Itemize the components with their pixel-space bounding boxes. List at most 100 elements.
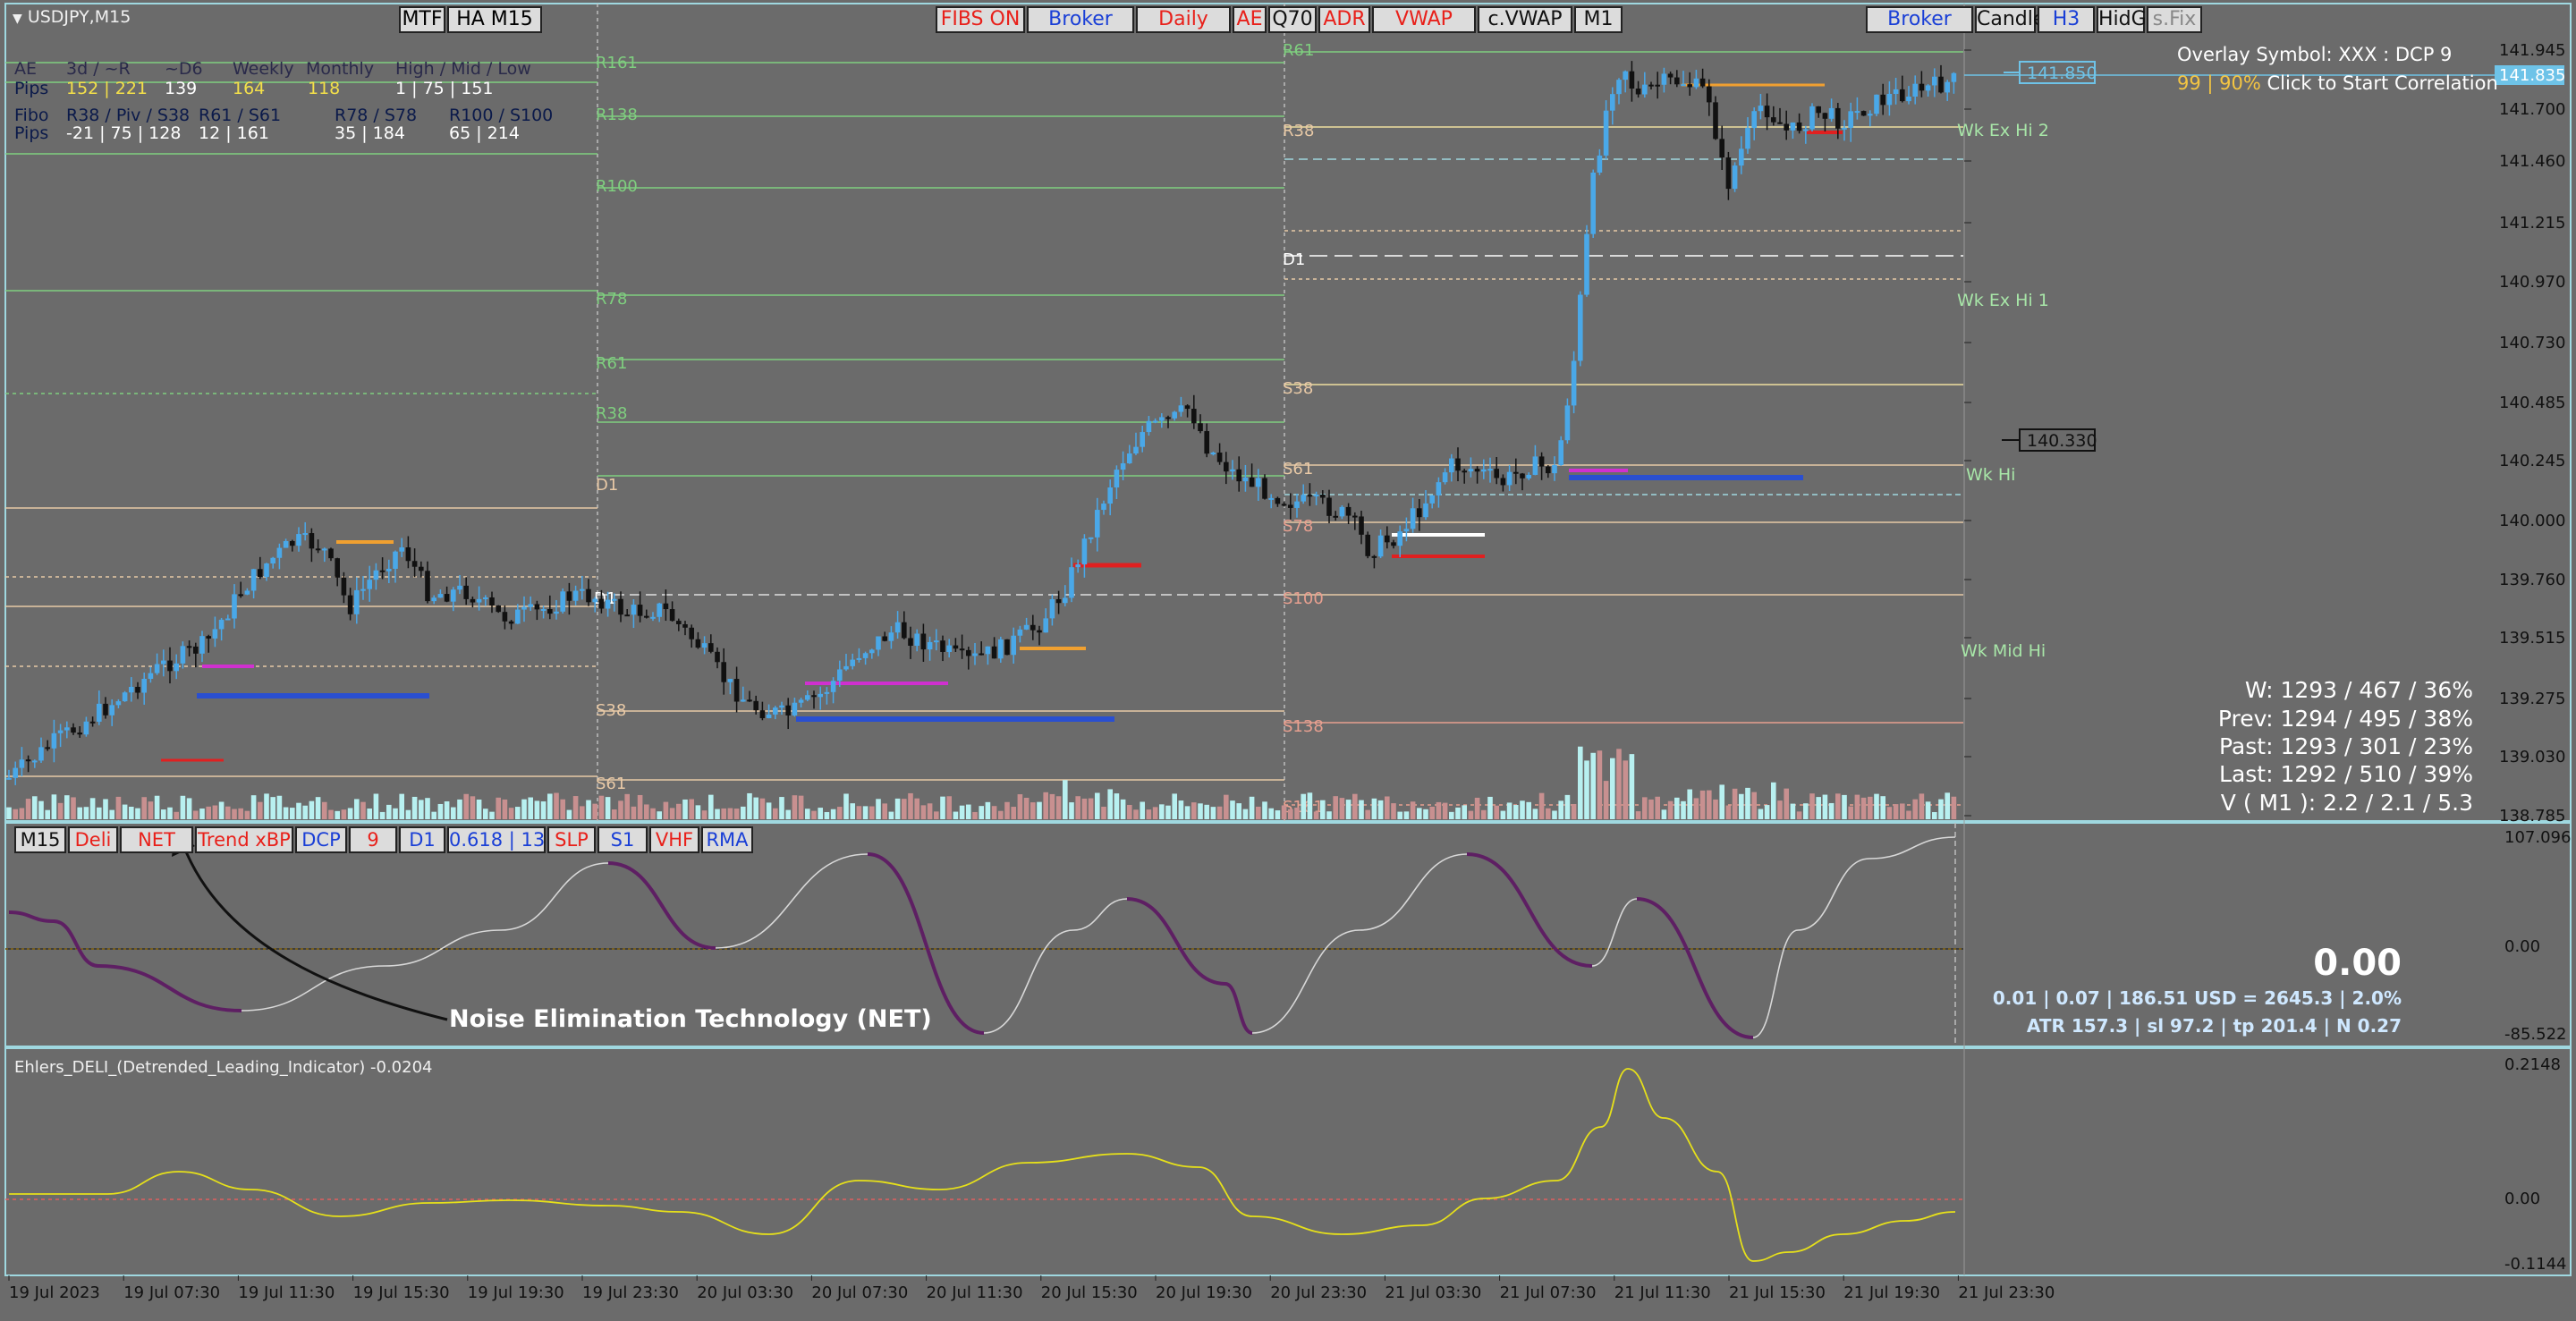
candle-body [1442, 472, 1448, 483]
toolbar-button-broker[interactable]: Broker [1027, 6, 1134, 33]
volume-bar [341, 809, 347, 819]
indicator-button-9[interactable]: 9 [349, 826, 397, 853]
indicator-button-slp[interactable]: SLP [547, 826, 596, 853]
volume-bar [657, 811, 662, 819]
candle-body [869, 649, 875, 654]
volume-bar [129, 807, 134, 819]
indicator-button-0-618-13[interactable]: 0.618 | 13 [447, 826, 546, 853]
volume-bar [1732, 788, 1738, 819]
candle-body [1945, 81, 1950, 93]
volume-bar [508, 808, 514, 819]
indicator-button-s1[interactable]: S1 [597, 826, 648, 853]
volume-bar [1423, 809, 1428, 819]
volume-bar [1616, 749, 1622, 819]
volume-bar [856, 806, 862, 819]
volume-bar [1739, 793, 1744, 819]
volume-bar [1397, 811, 1402, 819]
volume-bar [747, 792, 752, 819]
toolbar-button-s-fix[interactable]: s.Fix [2147, 6, 2202, 33]
candle-body [598, 598, 605, 609]
toolbar-button-adr[interactable]: ADR [1318, 6, 1370, 33]
candle-body [109, 705, 114, 716]
correlation-text[interactable]: Click to Start Correlation [2267, 72, 2498, 94]
current-price-tag: 141.835 [2499, 66, 2565, 85]
fib-level-label: S38 [1283, 379, 1313, 398]
volume-bar [785, 809, 791, 819]
indicator-button-dcp[interactable]: DCP [295, 826, 347, 853]
toolbar-button-c-vwap[interactable]: c.VWAP [1478, 6, 1572, 33]
indicator-button-net[interactable]: NET [120, 826, 193, 853]
candle-body [1301, 495, 1306, 502]
volume-bar [1114, 793, 1120, 819]
candle-body [276, 547, 283, 558]
candle-body [1339, 506, 1345, 517]
indicator-button-m15[interactable]: M15 [14, 826, 66, 853]
toolbar-button-fibs-on[interactable]: FIBS ON [936, 6, 1025, 33]
info-header-cell: ~D6 [165, 59, 203, 79]
volume-bar [979, 806, 984, 819]
candle-body [1790, 122, 1796, 131]
toolbar-button-vwap[interactable]: VWAP [1372, 6, 1476, 33]
volume-bar [1385, 796, 1390, 819]
candle-body [1081, 538, 1088, 565]
candle-body [1127, 453, 1132, 464]
candle-body [528, 604, 533, 607]
chevron-down-icon[interactable]: ▼ [13, 12, 22, 26]
toolbar-button-ae[interactable]: AE [1233, 6, 1267, 33]
toolbar-button-hidg[interactable]: HidG [2097, 6, 2147, 33]
volume-bar [1667, 800, 1674, 819]
volume-bar [115, 796, 122, 819]
volume-bar [1880, 796, 1885, 819]
candle-body [1494, 469, 1499, 478]
candle-body [1481, 469, 1487, 472]
symbol-title[interactable]: ▼ USDJPY,M15 [13, 7, 131, 27]
toolbar-button-m1[interactable]: M1 [1574, 6, 1623, 33]
candle-body [605, 599, 611, 609]
candle-body [1017, 629, 1023, 636]
volume-bar [1043, 792, 1048, 819]
candle-body [850, 659, 855, 666]
candle-body [676, 621, 682, 624]
candle-body [1532, 456, 1538, 475]
toolbar-button-q70[interactable]: Q70 [1268, 6, 1317, 33]
volume-bar [1449, 811, 1454, 819]
indicator-button-rma[interactable]: RMA [701, 826, 753, 853]
correlation-link[interactable]: 99 | 90% Click to Start Correlation [2177, 72, 2498, 94]
fib-level-label: S61 [1283, 460, 1313, 478]
info-header-cell: Monthly [306, 59, 375, 79]
volume-bar [792, 795, 798, 819]
volume-bar [1790, 803, 1796, 819]
candle-body [1210, 453, 1216, 455]
price-axis-label: 140.970 [2499, 273, 2565, 292]
candle-body [1352, 515, 1358, 518]
candle-body [1198, 423, 1203, 432]
candle-body [1236, 469, 1241, 482]
ha-m15-button[interactable]: HA M15 [447, 6, 542, 33]
fib-level-label: S78 [1283, 517, 1313, 536]
candle-body [25, 759, 31, 762]
volume-bar [902, 799, 907, 819]
indicator-button-vhf[interactable]: VHF [649, 826, 699, 853]
toolbar-button-h3[interactable]: H3 [2038, 6, 2095, 33]
candle-body [1674, 77, 1680, 85]
toolbar-button-broker[interactable]: Broker [1866, 6, 1973, 33]
candle-body [1739, 148, 1744, 166]
net-big-value: 0.00 [2313, 943, 2402, 984]
candle-body [682, 623, 688, 628]
toolbar-button-candle[interactable]: Candle [1975, 6, 2045, 33]
mtf-button[interactable]: MTF [399, 6, 445, 33]
candle-body [1320, 495, 1326, 498]
indicator-button-trend-xbp[interactable]: Trend xBP [195, 826, 293, 853]
volume-bar [1713, 799, 1718, 819]
candle-body [785, 705, 791, 716]
candle-body [180, 646, 186, 664]
volume-bar [360, 801, 366, 819]
indicator-button-deli[interactable]: Deli [68, 826, 118, 853]
candle-body [695, 639, 701, 648]
indicator-button-d1[interactable]: D1 [399, 826, 445, 853]
candle-body [1938, 76, 1944, 93]
toolbar-button-daily[interactable]: Daily [1136, 6, 1231, 33]
candle-body [663, 603, 669, 610]
deli-indicator-line [9, 1068, 1956, 1262]
